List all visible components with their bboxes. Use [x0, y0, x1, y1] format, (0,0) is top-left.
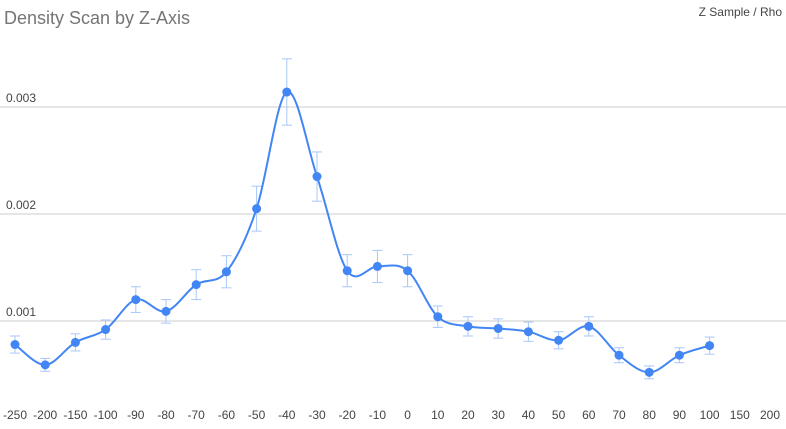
x-tick-label: 40: [522, 408, 536, 422]
data-point: [252, 204, 262, 214]
x-tick-label: 70: [612, 408, 626, 422]
series-line: [14, 91, 710, 374]
data-point: [674, 350, 684, 360]
x-tick-label: 100: [700, 408, 720, 422]
data-point: [221, 267, 231, 277]
x-tick-label: -50: [248, 408, 266, 422]
data-point: [372, 261, 382, 271]
data-point: [10, 340, 20, 350]
x-tick-label: -250: [3, 408, 27, 422]
x-tick-label: 50: [552, 408, 566, 422]
x-tick-label: -10: [369, 408, 387, 422]
data-point: [342, 266, 352, 276]
data-point: [70, 337, 80, 347]
y-tick-label: 0.001: [6, 305, 36, 319]
x-tick-label: 80: [643, 408, 657, 422]
x-tick-label: 10: [431, 408, 445, 422]
data-point: [523, 327, 533, 337]
y-tick-label: 0.002: [6, 198, 36, 212]
data-point: [403, 266, 413, 276]
x-tick-label: -90: [127, 408, 145, 422]
data-point: [131, 295, 141, 305]
data-point: [312, 172, 322, 182]
data-point: [161, 306, 171, 316]
x-tick-label: -200: [33, 408, 57, 422]
data-point: [644, 367, 654, 377]
data-point: [584, 321, 594, 331]
x-tick-label: -40: [278, 408, 296, 422]
x-tick-label: -60: [218, 408, 236, 422]
data-point: [705, 341, 715, 351]
x-tick-label: 0: [404, 408, 411, 422]
x-tick-label: -80: [157, 408, 175, 422]
data-point: [614, 350, 624, 360]
data-point: [40, 360, 50, 370]
x-tick-label: 30: [492, 408, 506, 422]
data-point: [433, 312, 443, 322]
x-tick-label: 200: [760, 408, 780, 422]
x-tick-label: -100: [94, 408, 118, 422]
x-tick-label: 150: [730, 408, 750, 422]
data-point: [463, 321, 473, 331]
data-point: [191, 280, 201, 290]
x-tick-label: 60: [582, 408, 596, 422]
x-tick-label: -30: [308, 408, 326, 422]
legend-label: Z Sample / Rho: [699, 5, 783, 19]
data-point: [554, 335, 564, 345]
x-tick-label: -70: [188, 408, 206, 422]
x-tick-label: -20: [339, 408, 357, 422]
data-point: [101, 325, 111, 335]
x-tick-label: 20: [461, 408, 475, 422]
x-tick-label: 90: [673, 408, 687, 422]
y-tick-label: 0.003: [6, 91, 36, 105]
x-tick-label: -150: [63, 408, 87, 422]
data-point: [493, 323, 503, 333]
chart-title: Density Scan by Z-Axis: [4, 8, 190, 28]
data-point: [282, 87, 292, 97]
